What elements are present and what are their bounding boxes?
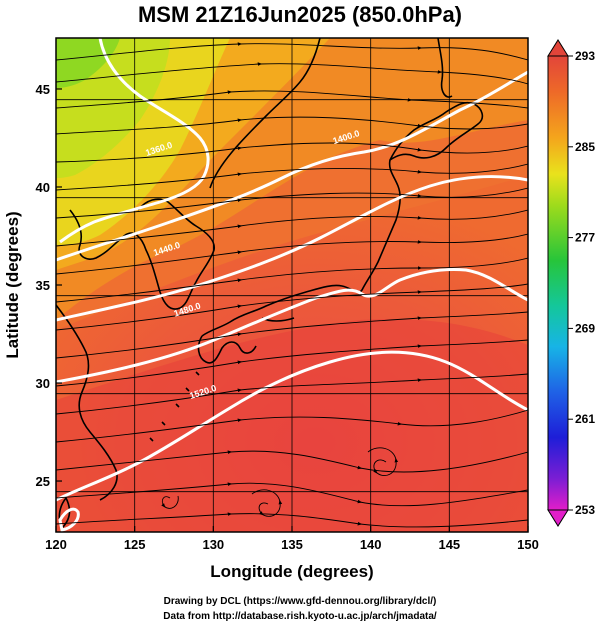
wind-streamlines <box>56 42 528 528</box>
y-tick-label: 40 <box>36 180 50 195</box>
colorbar-ticks: 293 285 277 269 261 253 <box>568 49 595 517</box>
colorbar-tick-label: 293 <box>575 49 595 63</box>
colorbar-tick-label: 269 <box>575 321 595 335</box>
colorbar-bottom-arrow <box>547 509 569 527</box>
colorbar-tick-label: 277 <box>575 231 595 245</box>
colorbar-tick-label: 285 <box>575 140 595 154</box>
y-axis-label: Latitude (degrees) <box>3 211 22 358</box>
colorbar: 293 285 277 269 261 253 <box>547 39 595 527</box>
x-tick-label: 145 <box>438 537 460 552</box>
x-tick-label: 150 <box>517 537 539 552</box>
y-tick-label: 35 <box>36 278 50 293</box>
map-title: MSM 21Z16Jun2025 (850.0hPa) <box>138 2 462 27</box>
y-tick-label: 25 <box>36 474 50 489</box>
x-axis-label: Longitude (degrees) <box>210 562 373 581</box>
colorbar-tick-label: 253 <box>575 503 595 517</box>
x-tick-label: 125 <box>124 537 146 552</box>
credit-drawing: Drawing by DCL (https://www.gfd-dennou.o… <box>164 596 437 607</box>
x-axis-ticks: 120 125 130 135 140 145 150 <box>45 526 539 552</box>
x-tick-label: 140 <box>360 537 382 552</box>
temperature-field: 1400.0 1360.0 1440.0 1480.0 1520.0 <box>56 38 528 532</box>
y-axis-ticks: 25 30 35 40 45 <box>36 82 62 489</box>
credit-data: Data from http://database.rish.kyoto-u.a… <box>163 611 437 622</box>
y-tick-label: 30 <box>36 376 50 391</box>
x-tick-label: 135 <box>281 537 303 552</box>
colorbar-tick-label: 261 <box>575 412 595 426</box>
x-tick-label: 120 <box>45 537 67 552</box>
x-tick-label: 130 <box>202 537 224 552</box>
colorbar-scale <box>547 55 569 511</box>
y-tick-label: 45 <box>36 82 50 97</box>
colorbar-top-arrow <box>547 39 569 57</box>
